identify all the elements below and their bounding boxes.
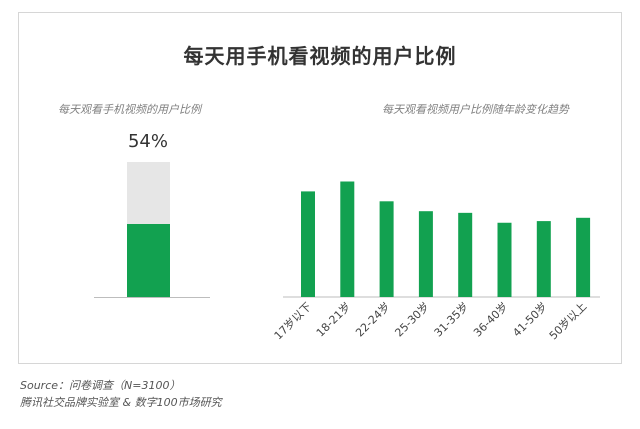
x-tick-label-4: 31-35岁 <box>431 299 471 339</box>
page-title: 每天用手机看视频的用户比例 <box>183 44 457 68</box>
bar-1 <box>340 181 355 297</box>
bar-7 <box>576 217 591 297</box>
x-tick-label-5: 36-40岁 <box>470 299 510 339</box>
chart-frame <box>18 12 622 364</box>
bar-2 <box>379 201 394 297</box>
x-tick-label-1: 18-21岁 <box>313 299 353 339</box>
left-chart-subtitle: 每天观看手机视频的用户比例 <box>58 103 201 116</box>
source-credit: 腾讯社交品牌实验室 & 数字100市场研究 <box>20 396 222 409</box>
source-note: Source：问卷调查（N=3100） <box>20 379 181 392</box>
bar-0 <box>301 191 315 297</box>
left-bar-value-label: 54% <box>127 131 168 152</box>
bar-3 <box>418 211 433 297</box>
bar-4 <box>458 212 473 297</box>
right-chart-subtitle: 每天观看视频用户比例随年龄变化趋势 <box>382 103 569 116</box>
bar-6 <box>536 221 551 297</box>
x-tick-label-7: 50岁以上 <box>546 299 589 342</box>
left-chart-baseline <box>94 297 210 298</box>
x-tick-label-3: 25-30岁 <box>392 299 432 339</box>
x-tick-label-2: 22-24岁 <box>352 299 392 339</box>
x-tick-label-0: 17岁以下 <box>271 299 314 342</box>
x-tick-label-6: 41-50岁 <box>510 299 550 339</box>
bar-5 <box>497 222 512 297</box>
left-bar-fill <box>127 224 170 297</box>
